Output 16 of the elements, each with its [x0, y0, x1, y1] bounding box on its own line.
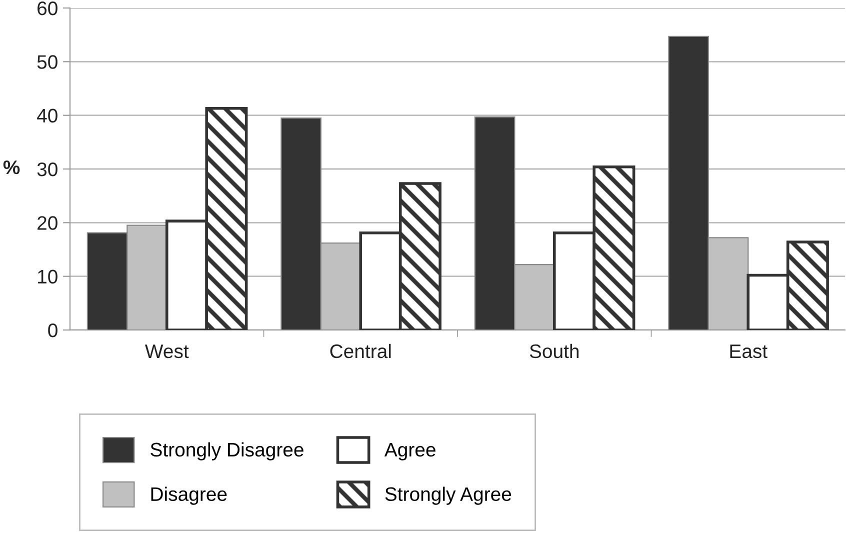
legend-label: Disagree [151, 486, 227, 505]
y-tick-label: 0 [48, 323, 58, 338]
legend-label: Strongly Agree [385, 486, 512, 505]
y-tick-label: 40 [37, 108, 58, 123]
x-tick-label: East [730, 344, 768, 358]
x-tick-label: Central [330, 344, 391, 358]
y-tick-label: 20 [38, 216, 58, 230]
y-tick-label: 50 [37, 55, 58, 69]
y-tick-label: 10 [38, 270, 58, 284]
y-tick-label: 60 [38, 1, 58, 16]
x-tick-label: West [144, 344, 189, 358]
y-axis-title: % [3, 160, 20, 174]
legend-label: Strongly Disagree [150, 442, 304, 460]
y-tick-label: 30 [37, 162, 58, 176]
legend-label: Agree [384, 443, 436, 460]
x-tick-label: South [530, 344, 579, 358]
